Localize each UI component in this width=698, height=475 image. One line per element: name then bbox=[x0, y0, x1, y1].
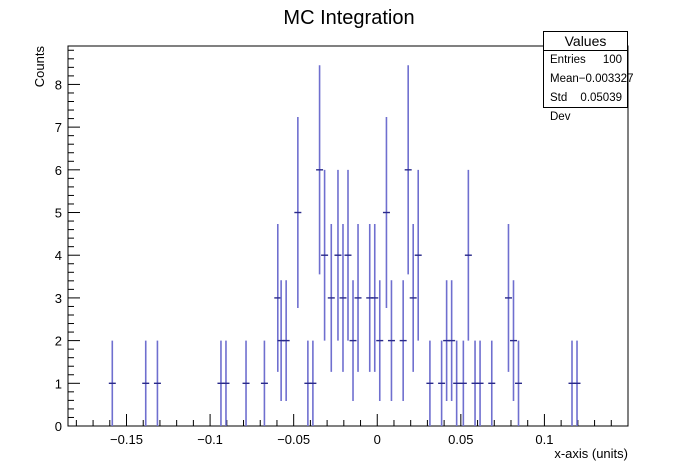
stats-label: Entries bbox=[550, 54, 586, 66]
x-tick-label: −0.05 bbox=[277, 432, 310, 447]
x-tick-label: 0 bbox=[374, 432, 381, 447]
data-point bbox=[260, 340, 268, 426]
data-point bbox=[488, 340, 496, 426]
y-tick-label: 0 bbox=[55, 419, 62, 434]
data-point bbox=[371, 223, 379, 372]
stats-label: Std Dev bbox=[550, 92, 571, 123]
data-point bbox=[282, 280, 290, 401]
data-point bbox=[404, 65, 412, 275]
y-tick-label: 4 bbox=[55, 248, 62, 263]
plot-frame bbox=[67, 45, 629, 427]
data-point bbox=[573, 340, 581, 426]
stats-value: −0.003327 bbox=[578, 73, 634, 85]
stats-title: Values bbox=[544, 32, 627, 51]
data-point bbox=[153, 340, 161, 426]
chart-title: MC Integration bbox=[283, 7, 414, 29]
data-point bbox=[274, 223, 282, 372]
x-tick-label: −0.1 bbox=[197, 432, 223, 447]
data-point bbox=[349, 280, 357, 401]
data-point bbox=[426, 340, 434, 426]
y-axis-label: Counts bbox=[32, 46, 47, 88]
y-tick-label: 6 bbox=[55, 163, 62, 178]
data-point bbox=[464, 169, 472, 341]
data-point bbox=[316, 65, 324, 275]
y-tick-label: 1 bbox=[55, 376, 62, 391]
data-point bbox=[334, 169, 342, 341]
x-tick-label: −0.15 bbox=[110, 432, 143, 447]
stats-value: 0.05039 bbox=[580, 92, 622, 104]
data-point bbox=[108, 340, 116, 426]
data-point bbox=[459, 340, 467, 426]
data-point bbox=[399, 280, 407, 401]
data-point bbox=[438, 340, 446, 426]
stats-box: Values Entries 100 Mean −0.003327 Std De… bbox=[543, 31, 633, 123]
data-point bbox=[515, 340, 523, 426]
data-point bbox=[142, 340, 150, 426]
stats-row-std-dev: Std Dev 0.05039 bbox=[544, 89, 627, 123]
data-point bbox=[242, 340, 250, 426]
data-point bbox=[294, 117, 302, 308]
data-point bbox=[509, 280, 517, 401]
data-point bbox=[504, 223, 512, 372]
data-point bbox=[387, 280, 395, 401]
data-point bbox=[344, 169, 352, 341]
data-point bbox=[476, 340, 484, 426]
data-point bbox=[414, 169, 422, 341]
data-point bbox=[448, 280, 456, 401]
data-point bbox=[376, 280, 384, 401]
data-point bbox=[339, 223, 347, 372]
y-tick-label: 2 bbox=[55, 334, 62, 349]
y-tick-label: 3 bbox=[55, 291, 62, 306]
stats-value: 100 bbox=[602, 54, 622, 66]
x-tick-label: 0.1 bbox=[535, 432, 553, 447]
data-point bbox=[321, 169, 329, 341]
y-tick-label: 7 bbox=[55, 120, 62, 135]
data-point bbox=[453, 340, 461, 426]
data-point bbox=[327, 223, 335, 372]
x-tick-label: 0.05 bbox=[448, 432, 473, 447]
stats-row-entries: Entries 100 bbox=[544, 51, 627, 70]
data-point bbox=[382, 117, 390, 308]
y-tick-label: 8 bbox=[55, 77, 62, 92]
x-axis-label: x-axis (units) bbox=[554, 446, 628, 461]
stats-label: Mean bbox=[550, 73, 579, 85]
stats-row-mean: Mean −0.003327 bbox=[544, 70, 633, 89]
data-point bbox=[409, 223, 417, 372]
data-point bbox=[309, 340, 317, 426]
y-tick-label: 5 bbox=[55, 206, 62, 221]
data-point bbox=[222, 340, 230, 426]
data-point bbox=[354, 223, 362, 372]
data-series bbox=[108, 65, 581, 426]
axes: −0.15 −0.1 −0.05 0 0.05 0.1 0 1 2 3 4 5 6 7 8 bbox=[55, 49, 629, 447]
